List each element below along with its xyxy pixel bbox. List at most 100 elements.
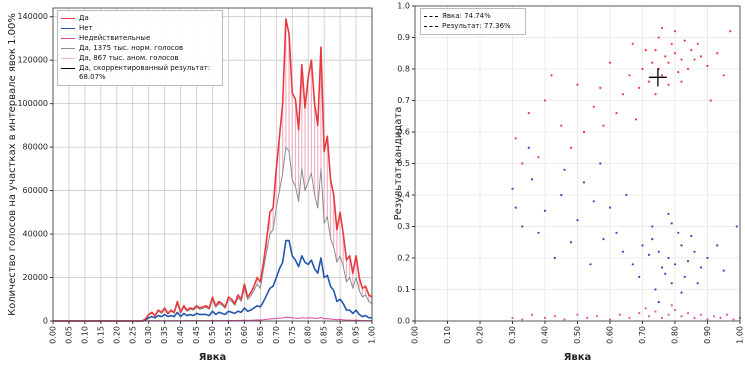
y-tick-label: 80000	[23, 143, 48, 152]
x-axis-label: Явка	[564, 352, 592, 363]
scatter-point	[638, 86, 641, 89]
scatter-point	[680, 291, 683, 294]
scatter-point	[621, 93, 625, 96]
legend: Явка: 74.74% Результат: 77.36%	[420, 8, 526, 35]
x-tick-label: 0.20	[476, 326, 485, 344]
y-tick-label: 0.2	[397, 254, 410, 263]
scatter-point	[673, 30, 677, 33]
scatter-point	[608, 206, 612, 209]
scatter-point	[706, 256, 709, 260]
scatter-point	[654, 288, 657, 291]
scatter-point	[686, 67, 690, 71]
scatter-point	[651, 225, 654, 228]
legend-item: Результат: 77.36%	[424, 22, 522, 31]
x-tick-label: 0.70	[272, 326, 281, 344]
scatter-point	[537, 231, 540, 234]
x-tick-label: 0.40	[541, 326, 550, 344]
scatter-point	[569, 146, 573, 149]
scatter-point	[647, 315, 651, 318]
scatter-point	[521, 162, 524, 165]
scatter-point	[625, 193, 628, 197]
y-tick-label: 0.7	[397, 96, 410, 105]
x-tick-label: 0.70	[638, 326, 647, 344]
scatter-point	[651, 61, 654, 64]
legend-label: Нет	[79, 24, 93, 32]
scatter-point	[706, 318, 709, 321]
scatter-point	[719, 316, 722, 319]
scatter-point	[716, 244, 719, 247]
scatter-point	[543, 99, 547, 102]
scatter-point	[657, 36, 660, 39]
scatter-point	[699, 266, 703, 269]
legend-item: Да	[61, 14, 219, 23]
scatter-point	[602, 238, 605, 241]
x-tick-label: 0.15	[96, 326, 105, 344]
x-tick-label: 0.60	[240, 326, 249, 344]
scatter-point	[563, 318, 566, 321]
scatter-point	[521, 225, 524, 228]
scatter-point	[690, 49, 693, 52]
scatter-point	[569, 241, 573, 244]
scatter-point	[537, 156, 540, 159]
plot-frame	[414, 5, 741, 322]
scatter-point	[683, 275, 686, 278]
legend-label: Недействительные	[79, 34, 151, 42]
scatter-point	[673, 263, 677, 266]
scatter-point	[693, 58, 696, 61]
scatter-point	[690, 234, 693, 238]
scatter-point	[670, 304, 673, 307]
scatter-point	[696, 282, 699, 285]
scatter-point	[514, 137, 517, 140]
x-tick-label: 1.00	[736, 326, 745, 344]
scatter-point	[638, 275, 641, 278]
legend-swatch	[424, 16, 438, 17]
x-tick-label: 1.00	[368, 326, 377, 344]
scatter-point	[722, 269, 725, 272]
x-axis-label: Явка	[199, 352, 227, 363]
x-tick-label: 0.85	[320, 326, 329, 344]
scatter-point	[527, 146, 530, 149]
x-tick-label: 0.55	[224, 326, 233, 344]
y-axis-label: Результат кандидата	[393, 107, 404, 221]
x-tick-label: 0.90	[703, 326, 712, 344]
scatter-point	[599, 162, 602, 165]
scatter-point	[654, 310, 657, 313]
scatter-point	[722, 74, 725, 77]
x-tick-label: 0.05	[64, 326, 73, 344]
scatter-point	[660, 74, 664, 77]
scatter-point	[586, 316, 589, 319]
x-tick-label: 0.50	[573, 326, 582, 344]
y-tick-label: 0.0	[397, 317, 410, 326]
y-tick-label: 0.9	[397, 33, 410, 42]
scatter-point	[511, 316, 514, 319]
y-tick-label: 0.3	[397, 222, 410, 231]
scatter-point	[667, 256, 670, 260]
scatter-point	[631, 263, 634, 266]
scatter-point	[602, 124, 605, 127]
legend-item: Недействительные	[61, 34, 219, 43]
y-tick-label: 100000	[17, 99, 48, 108]
legend-item: Да, скорректированный результат: 68.07%	[61, 64, 219, 82]
scatter-point	[729, 30, 732, 33]
legend-swatch	[61, 48, 75, 49]
scatter-point	[696, 42, 699, 45]
scatter-point	[706, 64, 709, 67]
y-tick-label: 20000	[23, 273, 48, 282]
scatter-point	[680, 80, 683, 83]
x-tick-label: 0.30	[508, 326, 517, 344]
x-tick-label: 0.00	[49, 326, 58, 344]
scatter-point	[686, 260, 690, 263]
y-tick-label: 60000	[23, 186, 48, 195]
scatter-point	[657, 250, 660, 253]
x-tick-label: 0.95	[352, 326, 361, 344]
scatter-point	[592, 105, 595, 108]
x-tick-label: 0.90	[336, 326, 345, 344]
scatter-point	[680, 315, 683, 318]
scatter-point	[673, 308, 677, 312]
y-axis-label: Количество голосов на участках в интерва…	[7, 13, 18, 316]
x-tick-label: 0.10	[443, 326, 452, 344]
scatter-point	[553, 256, 556, 260]
scatter-point	[670, 282, 673, 285]
scatter-point	[644, 307, 647, 310]
y-tick-label: 0.6	[397, 128, 410, 137]
